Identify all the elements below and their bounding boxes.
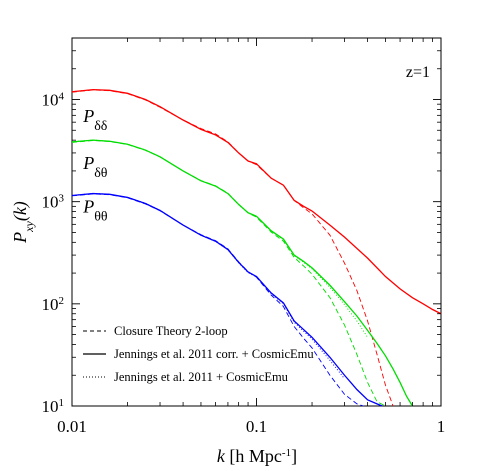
legend: Closure Theory 2-loop Jennings et al. 20… bbox=[83, 324, 314, 384]
series-layer bbox=[71, 88, 442, 407]
legend-label-jennings: Jennings et al. 2011 + CosmicEmu bbox=[114, 370, 289, 384]
legend-label-jennings-corr: Jennings et al. 2011 corr. + CosmicEmu bbox=[114, 347, 314, 361]
series-label-0: Pδδ bbox=[82, 106, 108, 134]
y-tick-label: 102 bbox=[42, 295, 65, 314]
series-pdt-dashed bbox=[71, 140, 386, 407]
series-pdd-dotted bbox=[71, 89, 345, 238]
legend-item-jennings: Jennings et al. 2011 + CosmicEmu bbox=[83, 370, 289, 384]
y-tick-label: 104 bbox=[42, 91, 65, 110]
legend-item-jennings-corr: Jennings et al. 2011 corr. + CosmicEmu bbox=[83, 347, 314, 361]
series-pdt-dotted bbox=[71, 139, 368, 338]
labels-layer: Pδδ Pδθ Pθθ bbox=[82, 106, 108, 224]
y-tick-label: 101 bbox=[42, 397, 65, 416]
series-ptt-dashed bbox=[71, 193, 364, 407]
x-tick-label: 1 bbox=[437, 417, 446, 436]
series-pdt-solid bbox=[71, 139, 413, 407]
annotation-redshift: z=1 bbox=[406, 64, 430, 81]
x-tick-label: 0.1 bbox=[246, 417, 267, 436]
y-axis-title: Pxy(k) bbox=[10, 201, 36, 244]
x-tick-label: 0.01 bbox=[57, 417, 87, 436]
ticks-layer: 0.01 0.1 1 101 102 103 104 bbox=[42, 37, 446, 436]
legend-label-closure: Closure Theory 2-loop bbox=[114, 324, 228, 338]
legend-item-closure: Closure Theory 2-loop bbox=[83, 324, 228, 338]
series-label-2: Pθθ bbox=[82, 197, 108, 225]
series-label-1: Pδθ bbox=[82, 153, 108, 181]
x-axis-title: k [h Mpc-1] bbox=[217, 446, 297, 466]
y-tick-label: 103 bbox=[42, 193, 65, 212]
series-pdd-solid bbox=[71, 88, 442, 315]
